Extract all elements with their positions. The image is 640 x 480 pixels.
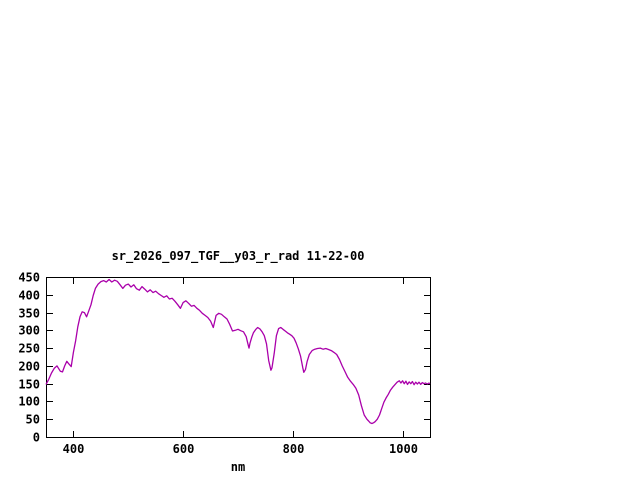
y-tick-label: 150 bbox=[18, 378, 40, 392]
y-tick-label: 250 bbox=[18, 342, 40, 356]
x-tick-label: 800 bbox=[283, 442, 305, 456]
y-tick-label: 200 bbox=[18, 360, 40, 374]
y-tick-label: 300 bbox=[18, 324, 40, 338]
x-axis-label: nm bbox=[230, 460, 246, 474]
x-tick-label: 1000 bbox=[389, 442, 418, 456]
y-tick-label: 100 bbox=[18, 395, 40, 409]
y-tick-label: 400 bbox=[18, 289, 40, 303]
y-tick-label: 50 bbox=[26, 413, 40, 427]
y-tick-label: 450 bbox=[18, 271, 40, 285]
data-line bbox=[45, 278, 431, 425]
chart-title: sr_2026_097_TGF__y03_r_rad 11-22-00 bbox=[111, 249, 365, 263]
x-tick-label: 600 bbox=[173, 442, 195, 456]
plot-border bbox=[46, 277, 431, 438]
y-tick-label: 350 bbox=[18, 307, 40, 321]
y-tick-label: 0 bbox=[33, 431, 40, 445]
x-tick-label: 400 bbox=[63, 442, 85, 456]
